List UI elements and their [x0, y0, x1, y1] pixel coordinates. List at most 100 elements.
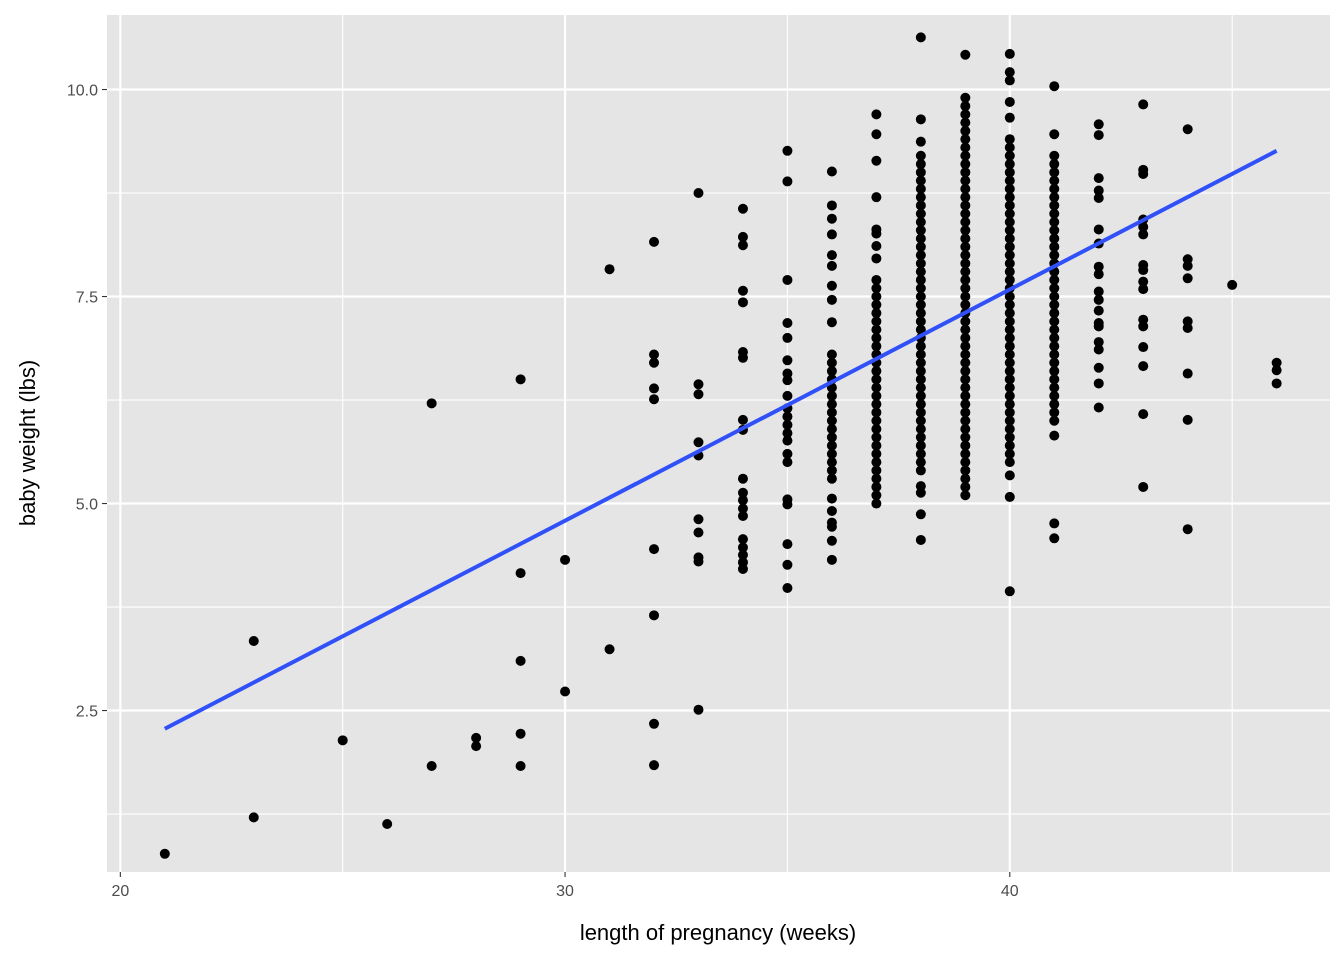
data-point: [1049, 159, 1060, 170]
data-point: [960, 424, 971, 435]
data-point: [960, 357, 971, 368]
data-point: [1049, 399, 1060, 410]
data-point: [1093, 305, 1104, 316]
data-point: [737, 549, 748, 560]
data-point: [960, 448, 971, 459]
data-point: [826, 505, 837, 516]
data-point: [604, 264, 615, 275]
data-point: [960, 432, 971, 443]
data-point: [426, 398, 437, 409]
data-point: [871, 253, 882, 264]
data-point: [1049, 200, 1060, 211]
x-axis-ticks: 20 30 40: [111, 872, 1019, 900]
data-point: [915, 448, 926, 459]
data-point: [1049, 283, 1060, 294]
data-point: [960, 217, 971, 228]
data-point: [1004, 440, 1015, 451]
data-point: [826, 473, 837, 484]
data-point: [1004, 374, 1015, 385]
data-point: [1004, 225, 1015, 236]
data-point: [826, 432, 837, 443]
data-point: [649, 760, 660, 771]
data-point: [960, 233, 971, 244]
data-point: [871, 366, 882, 377]
data-point: [737, 510, 748, 521]
data-point: [871, 457, 882, 468]
data-point: [826, 294, 837, 305]
data-point: [693, 556, 704, 567]
data-point: [871, 308, 882, 319]
data-point: [915, 299, 926, 310]
data-point: [960, 316, 971, 327]
data-point: [471, 732, 482, 743]
data-point: [1004, 175, 1015, 186]
data-point: [1004, 448, 1015, 459]
data-point: [1138, 99, 1149, 110]
data-point: [915, 349, 926, 360]
data-point: [915, 341, 926, 352]
data-point: [871, 415, 882, 426]
data-point: [782, 539, 793, 550]
data-point: [915, 200, 926, 211]
data-point: [871, 399, 882, 410]
data-point: [1049, 225, 1060, 236]
data-point: [1049, 357, 1060, 368]
data-point: [782, 419, 793, 430]
data-point: [960, 366, 971, 377]
y-axis-label: baby weight (lbs): [15, 360, 40, 526]
data-point: [737, 352, 748, 363]
data-point: [960, 142, 971, 153]
data-point: [515, 655, 526, 666]
data-point: [915, 274, 926, 285]
data-point: [1049, 241, 1060, 252]
data-point: [1093, 261, 1104, 272]
data-point: [915, 114, 926, 125]
data-point: [960, 192, 971, 203]
data-point: [871, 432, 882, 443]
data-point: [1049, 415, 1060, 426]
data-point: [826, 440, 837, 451]
data-point: [1138, 321, 1149, 332]
data-point: [1004, 208, 1015, 219]
data-point: [1049, 291, 1060, 302]
data-point: [782, 274, 793, 285]
data-point: [915, 175, 926, 186]
data-point: [871, 332, 882, 343]
data-point: [960, 167, 971, 178]
data-point: [960, 150, 971, 161]
data-point: [915, 457, 926, 468]
data-point: [871, 382, 882, 393]
data-point: [737, 473, 748, 484]
data-point: [1004, 324, 1015, 335]
data-point: [871, 228, 882, 239]
data-point: [1271, 365, 1282, 376]
data-point: [826, 521, 837, 532]
x-tick-label: 20: [111, 883, 129, 900]
data-point: [1004, 266, 1015, 277]
data-point: [826, 366, 837, 377]
data-point: [560, 554, 571, 565]
data-point: [248, 635, 259, 646]
data-point: [1093, 119, 1104, 130]
data-point: [1004, 457, 1015, 468]
data-point: [960, 457, 971, 468]
data-point: [960, 341, 971, 352]
data-point: [1004, 159, 1015, 170]
data-point: [649, 394, 660, 405]
data-point: [915, 407, 926, 418]
data-point: [915, 440, 926, 451]
data-point: [915, 208, 926, 219]
data-point: [1004, 67, 1015, 78]
data-point: [1049, 374, 1060, 385]
data-point: [915, 258, 926, 269]
data-point: [1049, 183, 1060, 194]
data-point: [915, 291, 926, 302]
data-point: [960, 117, 971, 128]
data-point: [515, 374, 526, 385]
data-point: [737, 542, 748, 553]
data-point: [826, 554, 837, 565]
data-point: [1049, 324, 1060, 335]
data-point: [1182, 124, 1193, 135]
data-point: [1093, 362, 1104, 373]
